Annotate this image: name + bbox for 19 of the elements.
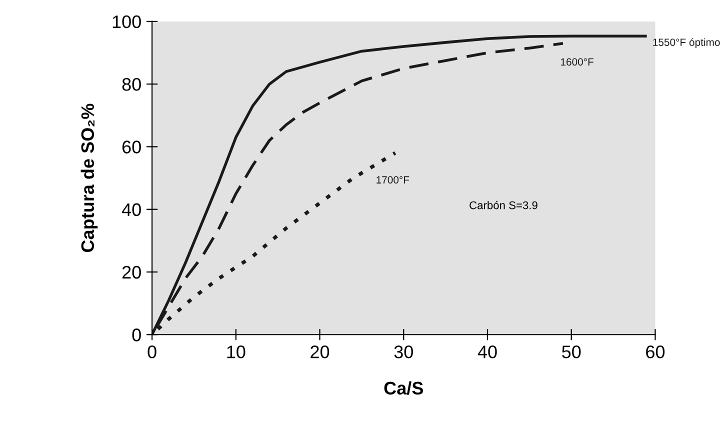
y-tick-label: 20 <box>122 266 141 279</box>
y-axis-title: Captura de SO₂% <box>80 104 98 252</box>
x-tick-label: 40 <box>478 346 497 358</box>
x-tick-label: 30 <box>394 346 413 358</box>
series-label: 1550°F óptimo <box>653 38 720 48</box>
y-tick-label: 80 <box>122 78 141 91</box>
series-label: 1600°F <box>560 58 594 66</box>
x-tick-label: 20 <box>310 346 330 358</box>
y-tick-label: 100 <box>112 15 141 28</box>
x-tick-label: 0 <box>148 346 156 358</box>
y-tick-label: 40 <box>122 203 141 216</box>
series-label: 1700°F <box>376 176 410 184</box>
x-tick-label: 60 <box>646 346 665 358</box>
x-axis-title: Ca/S <box>384 381 423 395</box>
y-tick-label: 0 <box>132 328 141 342</box>
x-tick-label: 10 <box>227 346 246 358</box>
y-tick-label: 60 <box>122 140 141 154</box>
annotation: Carbón S=3.9 <box>470 200 538 210</box>
x-tick-label: 50 <box>562 346 581 358</box>
